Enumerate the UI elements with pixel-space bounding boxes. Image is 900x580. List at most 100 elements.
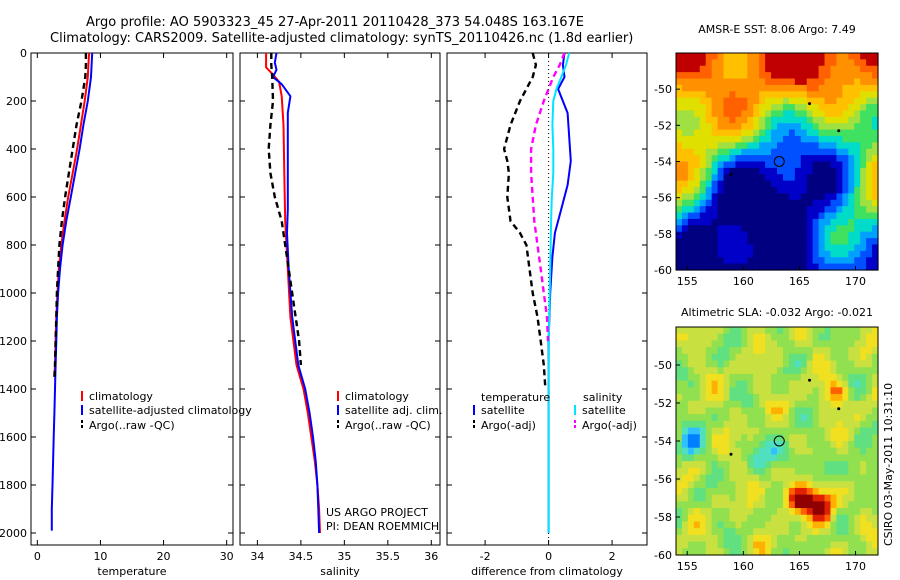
heat-cell xyxy=(729,400,737,409)
heat-cell xyxy=(806,225,814,233)
heat-cell xyxy=(860,97,867,105)
heat-cell xyxy=(676,199,683,207)
heat-cell xyxy=(699,180,707,188)
heat-cell xyxy=(872,72,879,80)
heat-cell xyxy=(699,548,707,556)
heat-cell xyxy=(705,508,713,516)
heat-cell xyxy=(681,508,689,516)
heat-cell xyxy=(717,400,725,409)
heat-cell xyxy=(806,116,814,124)
heat-cell xyxy=(717,474,725,482)
heat-cell xyxy=(872,91,879,99)
heat-cell xyxy=(848,333,855,342)
heat-cell xyxy=(866,59,873,67)
heat-cell xyxy=(687,218,695,226)
heat-cell xyxy=(681,91,689,99)
heat-cell xyxy=(848,110,855,118)
heat-cell xyxy=(729,327,737,335)
heat-cell xyxy=(759,142,766,150)
heat-cell xyxy=(860,387,867,395)
heat-cell xyxy=(723,167,731,175)
heat-cell xyxy=(765,218,772,226)
heat-cell xyxy=(830,65,838,73)
heat-cell xyxy=(848,481,855,489)
heat-cell xyxy=(747,193,754,201)
heat-cell xyxy=(699,454,707,462)
heat-cell xyxy=(788,414,796,422)
heat-cell xyxy=(759,387,766,395)
heat-cell xyxy=(866,244,873,252)
heat-cell xyxy=(866,91,873,99)
heat-cell xyxy=(699,360,707,368)
heat-cell xyxy=(854,263,861,271)
heat-cell xyxy=(848,528,855,536)
heat-cell xyxy=(824,441,832,449)
heat-cell xyxy=(842,441,849,449)
heat-cell xyxy=(806,353,814,362)
heat-cell xyxy=(729,467,737,476)
heat-cell xyxy=(782,225,790,233)
heat-cell xyxy=(872,257,879,265)
heat-cell xyxy=(693,244,701,252)
heat-cell xyxy=(711,257,719,265)
heat-cell xyxy=(753,481,760,489)
heat-cell xyxy=(711,218,719,226)
heat-cell xyxy=(676,447,683,456)
heat-cell xyxy=(866,447,873,456)
heat-cell xyxy=(872,427,879,435)
heat-cell xyxy=(747,427,754,435)
heat-cell xyxy=(717,434,725,442)
heat-cell xyxy=(699,340,707,348)
heat-cell xyxy=(860,155,867,163)
heat-cell xyxy=(806,434,814,442)
heat-cell xyxy=(806,407,814,415)
heat-cell xyxy=(723,528,731,536)
heat-cell xyxy=(854,514,861,523)
heat-cell xyxy=(735,380,742,388)
heat-cell xyxy=(753,167,760,175)
heat-cell xyxy=(711,65,719,73)
heat-cell xyxy=(788,91,796,99)
heat-cell xyxy=(741,123,748,131)
heat-cell xyxy=(717,447,725,456)
heat-cell xyxy=(771,481,778,489)
heat-cell xyxy=(872,434,879,442)
heat-cell xyxy=(848,218,855,226)
heat-cell xyxy=(777,414,784,422)
heat-cell xyxy=(693,441,701,449)
heat-cell xyxy=(777,360,784,368)
heat-cell xyxy=(788,514,796,523)
heat-cell xyxy=(705,414,713,422)
heat-cell xyxy=(800,225,808,233)
heat-cell xyxy=(788,199,796,207)
heat-cell xyxy=(806,187,814,195)
heat-cell xyxy=(729,193,737,201)
heat-cell xyxy=(836,454,843,462)
heat-cell xyxy=(824,65,832,73)
heat-cell xyxy=(699,528,707,536)
heat-cell xyxy=(782,481,790,489)
heat-cell xyxy=(824,400,832,409)
heat-cell xyxy=(794,387,802,395)
heat-cell xyxy=(765,238,772,246)
heat-cell xyxy=(747,212,754,220)
heat-cell xyxy=(818,244,826,252)
heat-cell xyxy=(848,167,855,175)
heat-cell xyxy=(765,212,772,220)
heat-cell xyxy=(806,174,814,182)
heat-cell xyxy=(806,78,814,86)
heat-cell xyxy=(711,161,719,169)
heat-cell xyxy=(765,250,772,258)
heat-cell xyxy=(765,206,772,214)
heat-cell xyxy=(729,353,737,362)
heat-cell xyxy=(676,142,683,150)
heat-cell xyxy=(777,434,784,442)
heat-cell xyxy=(771,135,778,143)
heat-cell xyxy=(830,97,838,105)
heat-cell xyxy=(824,333,832,342)
heat-cell xyxy=(729,494,737,502)
heat-cell xyxy=(818,193,826,201)
heat-cell xyxy=(705,104,713,112)
heat-cell xyxy=(723,414,731,422)
